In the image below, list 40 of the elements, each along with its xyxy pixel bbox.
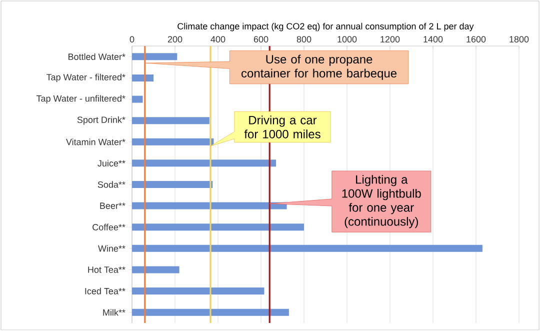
x-tick-label: 1400 [424,36,443,42]
annotation: Lighting a 100W lightbulb for one year (continuously) [342,174,421,228]
y-tick-label: Wine** [98,245,126,252]
bar [132,266,180,274]
y-tick-label: Bottled Water* [68,53,126,60]
y-tick-label: Beer** [100,202,126,209]
bar [132,160,276,167]
x-tick-label: 1000 [338,36,357,42]
annotation: Use of one propane container for home barbeque [242,54,397,80]
bar [132,74,154,82]
bar [132,180,213,188]
x-axis-title: Climate change impact (kg CO2 eq) for annual consumption of 2 L per day [178,22,474,32]
x-tick-label: 800 [296,36,312,42]
y-tick-label: Tap Water - unfiltered* [36,95,126,104]
bar [132,202,287,210]
x-tick-label: 1200 [380,36,400,42]
y-tick-label: Juice** [98,160,126,166]
y-tick-label: Coffee** [92,224,126,230]
bar [132,53,178,60]
x-tick-label: 200 [168,36,182,42]
y-tick-label: Soda** [98,181,126,188]
x-tick-label: 1600 [466,36,486,42]
bar [132,308,289,316]
x-tick-label: 0 [130,36,134,42]
bar [132,96,143,103]
bar [132,117,210,124]
y-tick-label: Milk** [103,309,126,316]
x-tick-label: 400 [210,36,226,42]
bar [132,224,304,231]
x-tick-label: 600 [254,36,268,42]
y-tick-label: Tap Water - filtered* [46,74,126,82]
y-tick-label: Iced Tea** [85,288,126,294]
y-tick-label: Hot Tea** [88,266,126,273]
annotation: Driving a car for 1000 miles [244,116,320,138]
y-tick-label: Sport Drink* [77,116,126,125]
bar [132,244,482,252]
bar [132,138,214,146]
y-tick-label: Vitamin Water* [66,138,126,146]
bar [132,288,264,295]
x-tick-label: 1800 [510,36,529,42]
